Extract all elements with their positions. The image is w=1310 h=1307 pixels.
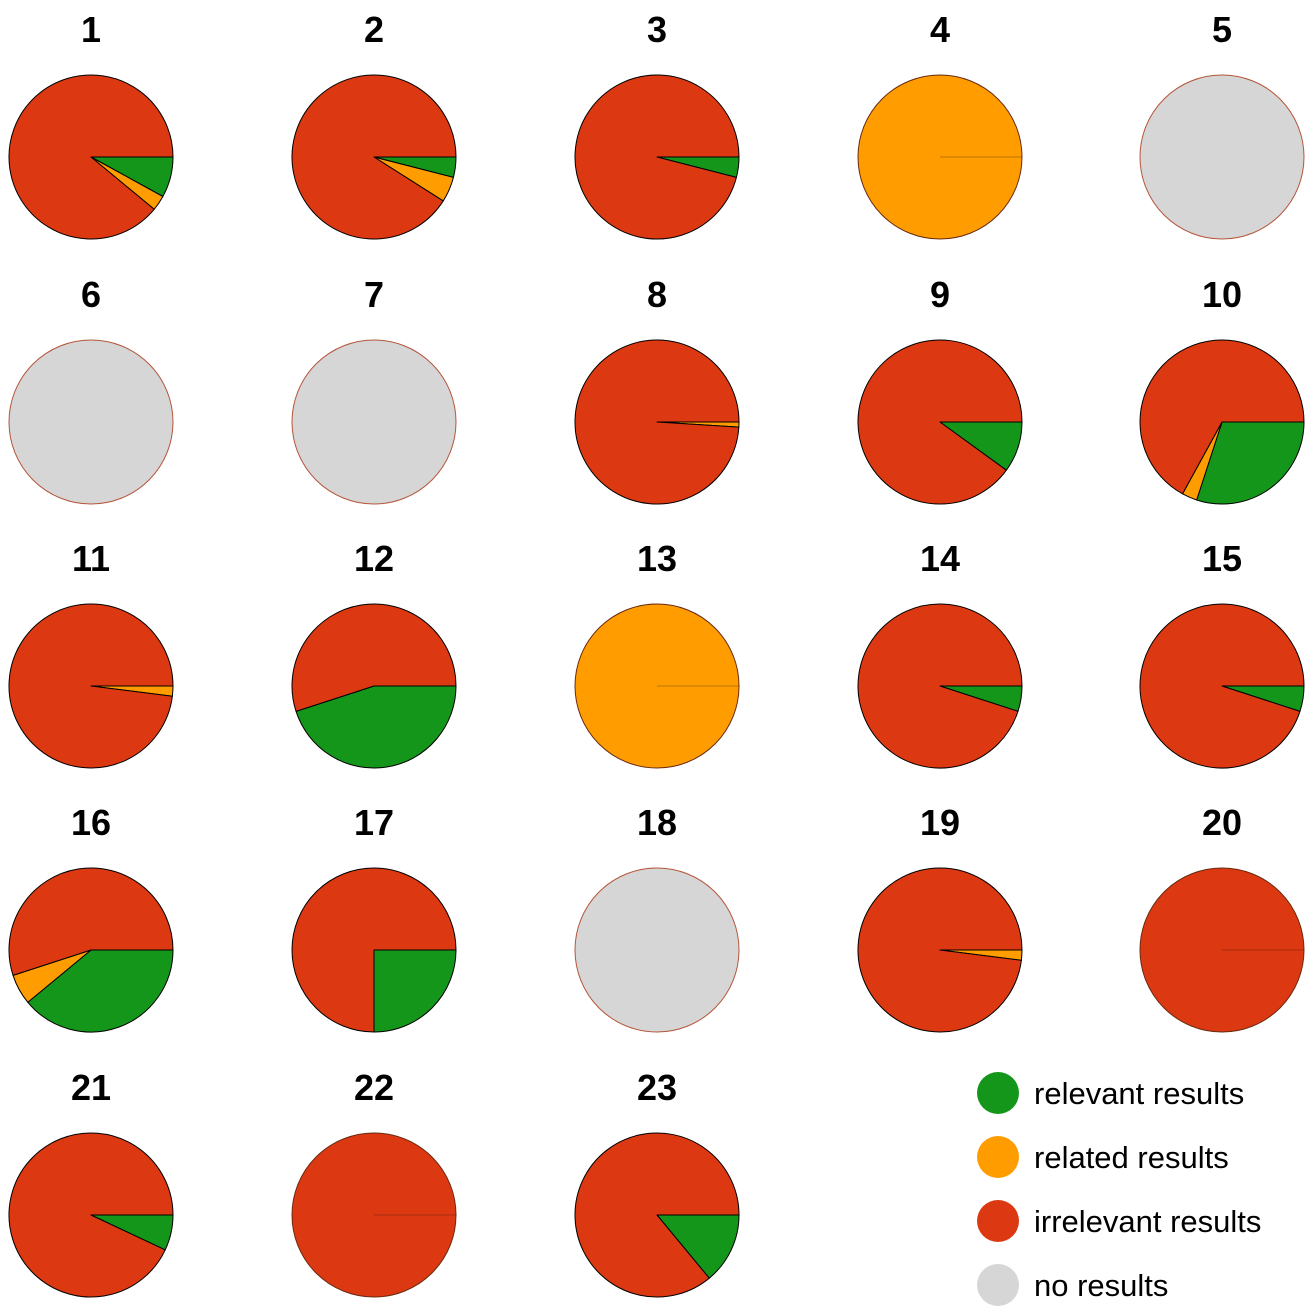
slice-irrelevant (291, 1132, 457, 1298)
slice-irrelevant (857, 603, 1023, 769)
slice-irrelevant (8, 1132, 174, 1298)
legend-item-none: no results (977, 1264, 1168, 1306)
slice-related (574, 603, 740, 769)
pie-title: 22 (354, 1067, 394, 1108)
pie-title: 12 (354, 538, 394, 579)
pie-8: 8 (574, 274, 740, 505)
legend-label: no results (1034, 1268, 1168, 1303)
pie-18: 18 (574, 802, 740, 1033)
legend-label: irrelevant results (1034, 1204, 1261, 1239)
slice-irrelevant (1139, 603, 1305, 769)
pie-9: 9 (857, 274, 1023, 505)
pie-title: 3 (647, 9, 667, 50)
slice-irrelevant (291, 74, 457, 240)
slice-irrelevant (857, 867, 1023, 1033)
pie-3: 3 (574, 9, 740, 240)
slice-none (8, 339, 174, 505)
slice-relevant (27, 949, 174, 1033)
slice-irrelevant (291, 867, 457, 1033)
pie-title: 11 (72, 538, 110, 579)
pie-title: 15 (1202, 538, 1242, 579)
pie-13: 13 (574, 538, 740, 769)
pie-title: 23 (637, 1067, 677, 1108)
slice-none (574, 867, 740, 1033)
pie-title: 20 (1202, 802, 1242, 843)
slice-irrelevant (574, 339, 740, 505)
legend-swatch (977, 1200, 1019, 1242)
slice-irrelevant (574, 74, 740, 240)
legend-item-relevant: relevant results (977, 1072, 1244, 1114)
pie-10: 10 (1139, 274, 1305, 505)
pie-title: 13 (637, 538, 677, 579)
slice-irrelevant (1139, 339, 1305, 495)
pie-title: 6 (81, 274, 101, 315)
slice-irrelevant (857, 339, 1023, 505)
slice-irrelevant (8, 867, 174, 976)
pie-title: 18 (637, 802, 677, 843)
pie-title: 5 (1212, 9, 1232, 50)
pie-21: 21 (8, 1067, 174, 1298)
pie-title: 2 (364, 9, 384, 50)
pie-5: 5 (1139, 9, 1305, 240)
slice-relevant (656, 1214, 740, 1279)
pie-title: 8 (647, 274, 667, 315)
pie-title: 16 (71, 802, 111, 843)
pie-title: 10 (1202, 274, 1242, 315)
pie-16: 16 (8, 802, 174, 1033)
slice-relevant (295, 685, 457, 769)
pie-title: 4 (930, 9, 950, 50)
pie-title: 19 (920, 802, 960, 843)
slice-relevant (1196, 421, 1305, 505)
pie-6: 6 (8, 274, 174, 505)
pie-title: 1 (81, 9, 101, 50)
slice-irrelevant (574, 1132, 740, 1298)
slice-none (291, 339, 457, 505)
legend-item-irrelevant: irrelevant results (977, 1200, 1261, 1242)
legend-swatch (977, 1072, 1019, 1114)
slice-irrelevant (8, 74, 174, 240)
pie-title: 9 (930, 274, 950, 315)
pie-14: 14 (857, 538, 1023, 769)
slice-irrelevant (8, 603, 174, 769)
legend-swatch (977, 1136, 1019, 1178)
legend: relevant results related results irrelevan… (977, 1072, 1261, 1306)
pie-22: 22 (291, 1067, 457, 1298)
legend-label: related results (1034, 1140, 1229, 1175)
legend-label: relevant results (1034, 1076, 1244, 1111)
pie-2: 2 (291, 9, 457, 240)
pie-20: 20 (1139, 802, 1305, 1033)
pie-title: 17 (354, 802, 394, 843)
pie-7: 7 (291, 274, 457, 505)
slice-relevant (373, 949, 457, 1033)
pie-title: 14 (920, 538, 960, 579)
pie-4: 4 (857, 9, 1023, 240)
pie-1: 1 (8, 9, 174, 240)
pie-15: 15 (1139, 538, 1305, 769)
slice-irrelevant (291, 603, 457, 712)
pie-title: 21 (71, 1067, 111, 1108)
pie-19: 19 (857, 802, 1023, 1033)
pie-17: 17 (291, 802, 457, 1033)
slice-related (857, 74, 1023, 240)
legend-item-related: related results (977, 1136, 1229, 1178)
legend-swatch (977, 1264, 1019, 1306)
pie-12: 12 (291, 538, 457, 769)
slice-none (1139, 74, 1305, 240)
slice-irrelevant (1139, 867, 1305, 1033)
pie-23: 23 (574, 1067, 740, 1298)
pie-11: 11 (8, 538, 174, 769)
pie-title: 7 (364, 274, 384, 315)
